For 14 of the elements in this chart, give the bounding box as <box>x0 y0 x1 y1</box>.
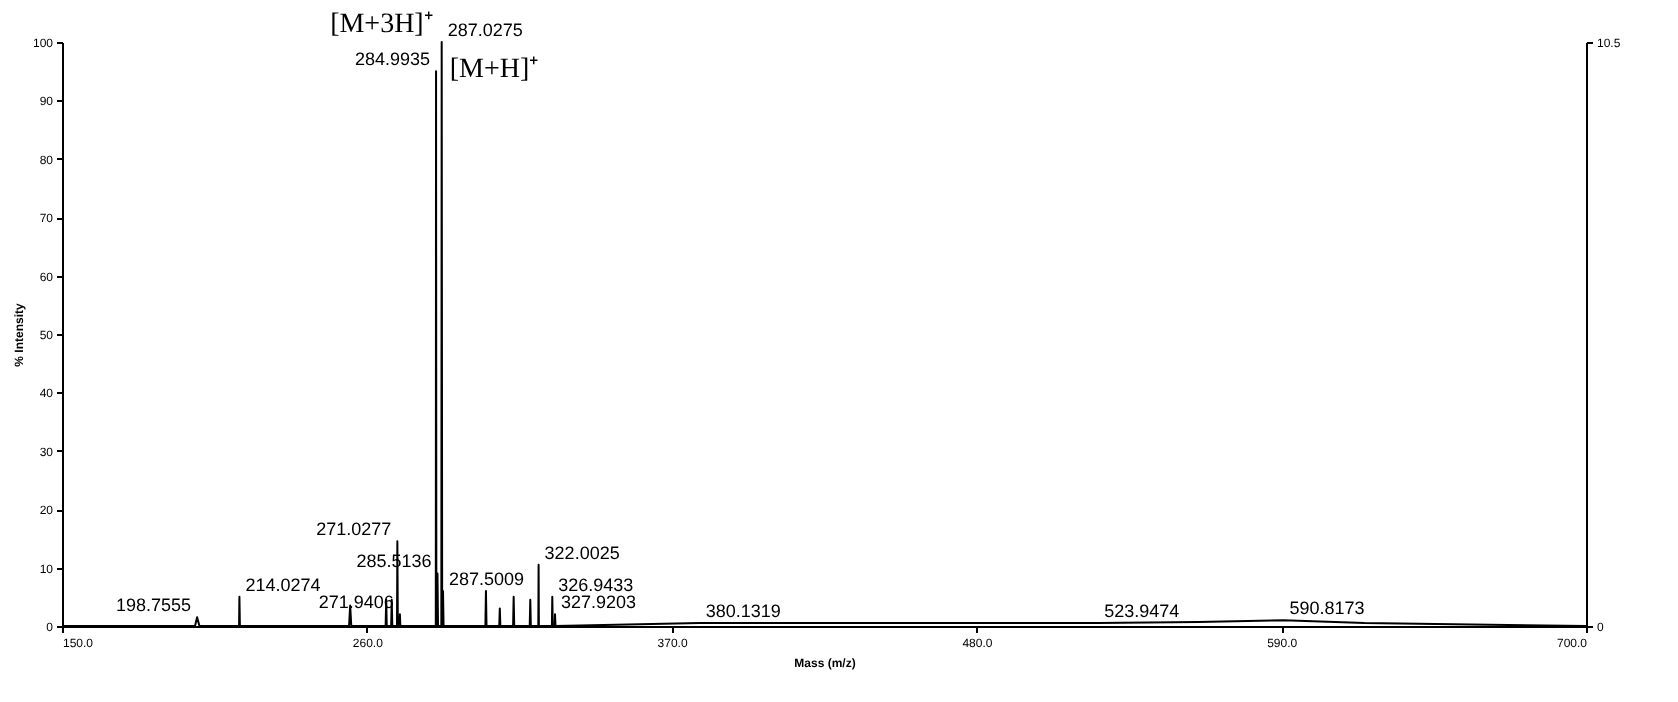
annotation: 198.7555 <box>116 595 192 616</box>
annotation: [M+H]⁺ <box>449 55 540 86</box>
annotation: 590.8173 <box>1289 598 1365 619</box>
annotation: 214.0274 <box>245 574 321 595</box>
annotation: 271.0277 <box>316 519 392 540</box>
annotation: 287.5009 <box>449 568 525 589</box>
annotation: 380.1319 <box>705 601 781 622</box>
annotation: 287.0275 <box>447 20 523 40</box>
annotation: 523.9474 <box>1104 601 1180 622</box>
annotation: 284.9935 <box>354 49 431 70</box>
annotation: [M+3H]⁺ <box>330 10 434 40</box>
annotation: 326.9433 <box>558 574 634 595</box>
annotation: 322.0025 <box>544 542 620 563</box>
annotation: 327.9203 <box>561 592 637 613</box>
